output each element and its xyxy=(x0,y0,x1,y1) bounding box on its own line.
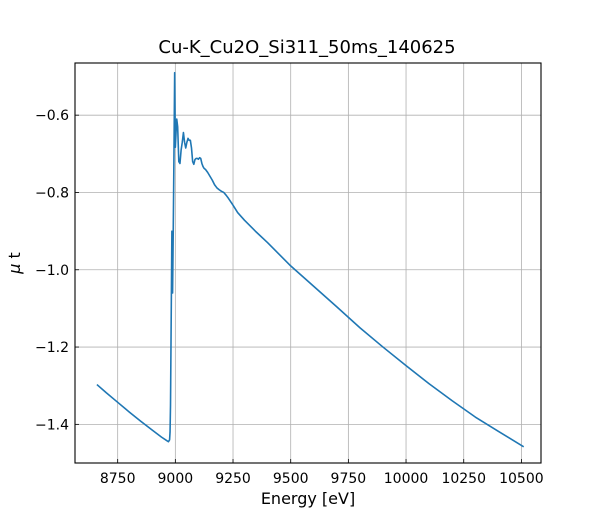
x-axis-label: Energy [eV] xyxy=(261,489,355,508)
x-tick-label: 10500 xyxy=(499,471,544,487)
x-tick-label: 9500 xyxy=(273,471,309,487)
y-axis-label-symbol: μ xyxy=(5,264,24,275)
axes-frame xyxy=(74,62,542,464)
y-axis-label-suffix: t xyxy=(5,252,24,258)
grid xyxy=(75,63,541,463)
x-tick-label: 8750 xyxy=(100,471,136,487)
y-tick-label: −1.0 xyxy=(35,263,69,279)
y-axis-label: μ t xyxy=(5,252,24,275)
series-group xyxy=(96,71,525,448)
x-tick-label: 10000 xyxy=(384,471,429,487)
y-tick-label: −1.2 xyxy=(35,340,69,356)
ticks: 8750 9000 9250 9500 9750 10000 10250 10500 −1.4 −… xyxy=(35,108,544,487)
chart-title: Cu-K_Cu2O_Si311_50ms_140625 xyxy=(158,37,455,58)
x-tick-label: 9000 xyxy=(158,471,194,487)
y-tick-label: −0.8 xyxy=(35,185,69,201)
x-tick-label: 9250 xyxy=(215,471,251,487)
y-tick-label: −1.4 xyxy=(35,417,69,433)
x-tick-label: 10250 xyxy=(441,471,486,487)
y-tick-label: −0.6 xyxy=(35,108,69,124)
x-tick-label: 9750 xyxy=(331,471,367,487)
series-line xyxy=(96,71,525,448)
